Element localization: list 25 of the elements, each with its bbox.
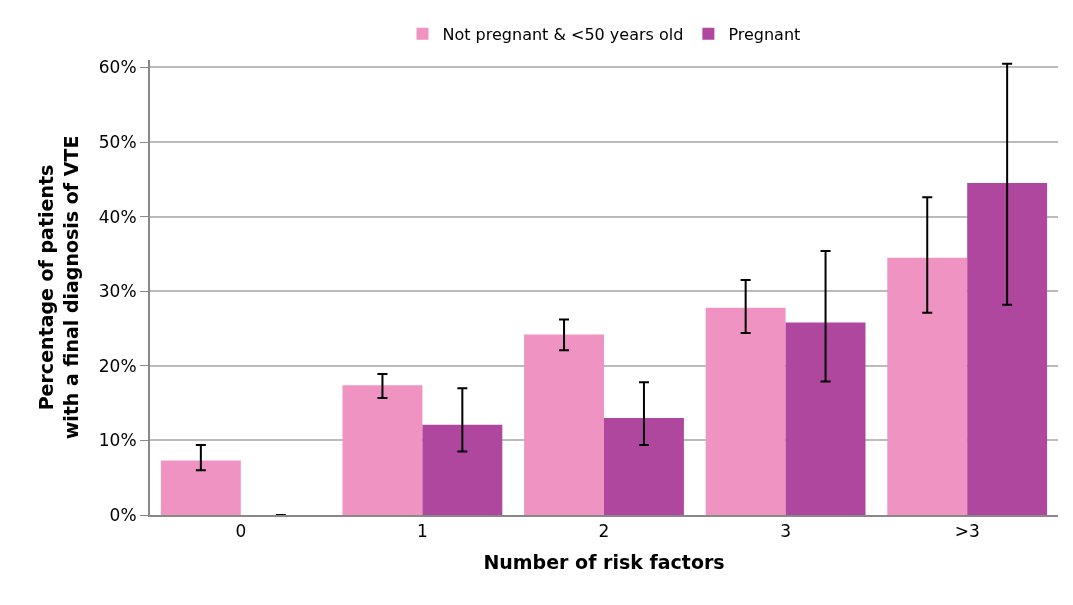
y-tick-label: 40%	[98, 206, 137, 227]
x-tick-label: 1	[416, 521, 428, 542]
bar	[887, 257, 968, 515]
y-tick-label: 60%	[98, 57, 137, 78]
y-axis-title: Percentage of patients with a final diagnosis of VTE	[35, 135, 83, 440]
x-tick-label: 3	[780, 521, 792, 542]
bar	[705, 307, 786, 515]
bar	[524, 334, 604, 515]
bar	[604, 418, 684, 515]
bar	[785, 322, 866, 515]
legend-label: Pregnant	[728, 25, 801, 45]
bar	[967, 183, 1048, 515]
bar	[422, 424, 503, 515]
y-tick-label: 20%	[98, 355, 137, 376]
y-tick-label: 10%	[98, 430, 137, 451]
y-tick-label: 0%	[109, 504, 137, 525]
x-axis-title: Number of risk factors	[483, 550, 725, 573]
x-tick-label: 2	[598, 521, 610, 542]
x-tick-label: >3	[954, 521, 980, 542]
bar	[160, 460, 241, 515]
x-tick-label: 0	[235, 521, 247, 542]
y-tick-label: 50%	[98, 132, 137, 152]
legend-label: Not pregnant & <50 years old	[442, 25, 684, 45]
bar	[342, 385, 423, 515]
y-tick-label: 30%	[98, 281, 137, 302]
